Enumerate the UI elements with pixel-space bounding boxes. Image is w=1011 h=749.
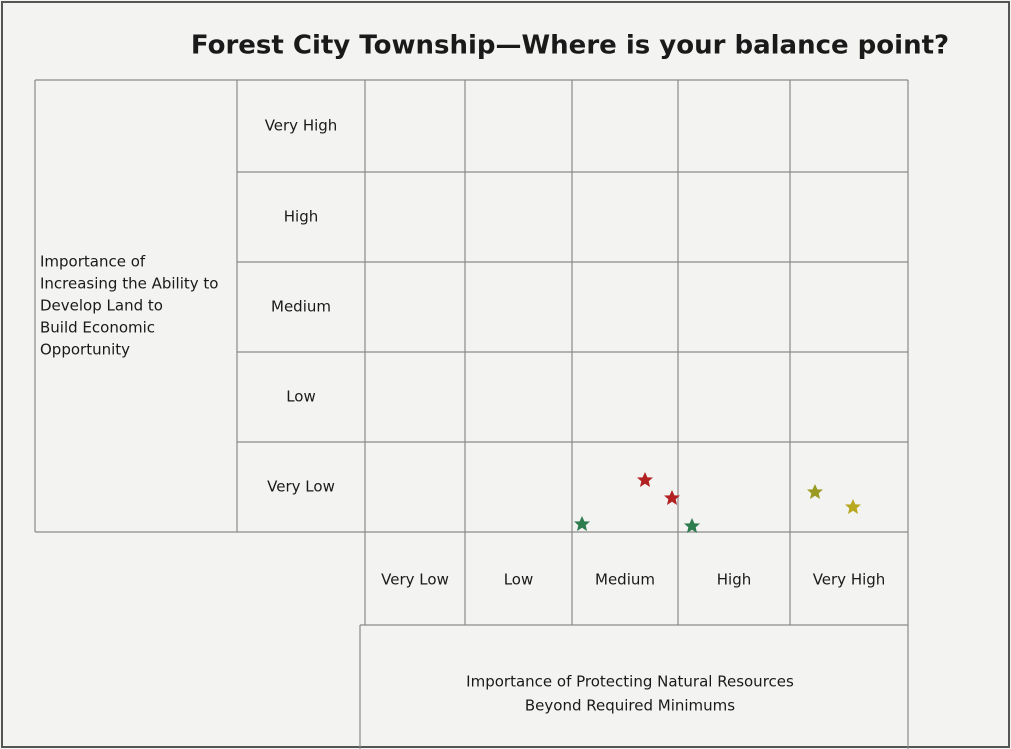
row-label: Low	[286, 388, 316, 406]
x-axis-label: Importance of Protecting Natural Resourc…	[466, 673, 794, 691]
column-label: Medium	[595, 571, 655, 589]
y-axis-label: Build Economic	[40, 319, 155, 337]
title: Forest City Township—Where is your balan…	[191, 31, 949, 61]
paper	[0, 0, 1011, 749]
column-label: High	[717, 571, 751, 589]
column-label: Low	[504, 571, 534, 589]
y-axis-label: Opportunity	[40, 341, 130, 359]
row-label: High	[284, 208, 318, 226]
x-axis-label: Beyond Required Minimums	[525, 697, 735, 715]
row-label: Very High	[265, 117, 338, 135]
column-label: Very High	[813, 571, 886, 589]
poster-photo: Forest City Township—Where is your balan…	[0, 0, 1011, 749]
row-label: Medium	[271, 298, 331, 316]
y-axis-label: Develop Land to	[40, 297, 163, 315]
row-label: Very Low	[267, 478, 335, 496]
y-axis-label: Increasing the Ability to	[40, 275, 218, 293]
column-label: Very Low	[381, 571, 449, 589]
y-axis-label: Importance of	[40, 253, 146, 271]
